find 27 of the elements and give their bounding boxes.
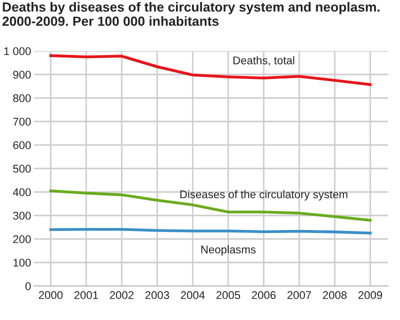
x-tick-label: 2000 xyxy=(38,291,63,300)
y-tick-label: 500 xyxy=(13,164,31,173)
y-tick-label: 0 xyxy=(25,282,31,290)
line-series xyxy=(49,189,372,222)
y-tick-label: 200 xyxy=(13,235,31,244)
y-tick-label: 800 xyxy=(13,94,31,102)
y-tick-label: 1 000 xyxy=(4,47,31,56)
x-tick-label: 2002 xyxy=(110,291,134,300)
y-tick-label: 700 xyxy=(13,118,31,126)
x-tick-label: 2001 xyxy=(74,291,98,300)
line-series xyxy=(49,54,372,86)
chart-title: Deaths by diseases of the circulatory system and neoplasm. 2000-2009. Per 100 000 inhabitants xyxy=(2,2,380,26)
y-tick-label: 100 xyxy=(14,258,31,267)
x-tick-label: 2009 xyxy=(358,291,382,300)
series-label: Neoplasms xyxy=(201,245,256,256)
y-tick-label: 300 xyxy=(13,212,31,220)
x-tick-label: 2008 xyxy=(322,291,347,300)
y-tick-label: 400 xyxy=(12,188,31,196)
series-label: Deaths, total xyxy=(233,56,294,66)
y-tick-label: 600 xyxy=(13,141,31,150)
y-tick-label: 900 xyxy=(13,70,31,79)
x-tick-label: 2006 xyxy=(252,291,276,300)
x-tick-label: 2007 xyxy=(287,291,312,300)
x-tick-label: 2003 xyxy=(145,291,170,300)
x-tick-label: 2004 xyxy=(180,291,205,300)
x-tick-label: 2005 xyxy=(216,291,240,300)
series-label: Diseases of the circulatory system xyxy=(180,190,348,200)
